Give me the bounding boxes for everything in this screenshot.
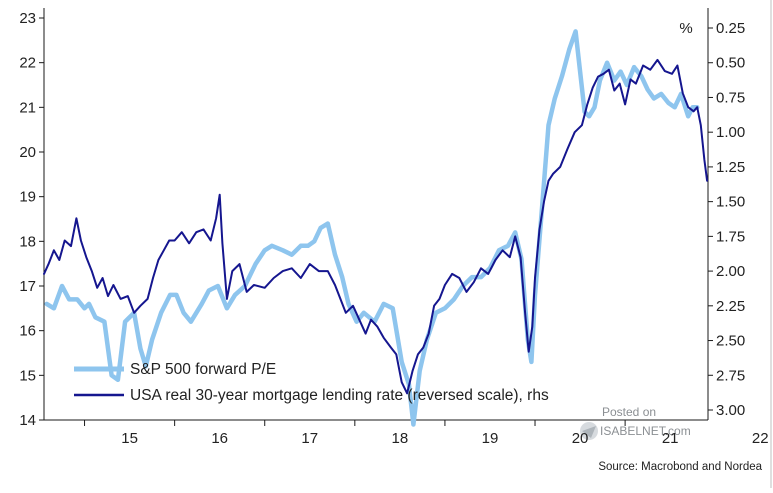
- y-left-tick-label: 23: [19, 10, 36, 27]
- series-line-pe: [44, 29, 700, 427]
- x-tick-label: 22: [752, 430, 769, 447]
- watermark-arrow-icon: [582, 426, 596, 438]
- series-line-mortgage-rate: [43, 58, 709, 395]
- x-tick-label: 15: [121, 430, 138, 447]
- y-left-tick-label: 14: [19, 412, 36, 429]
- y-right-tick-label: 2.50: [716, 333, 745, 350]
- x-tick-label: 16: [211, 430, 228, 447]
- y-right-tick-label: 2.00: [716, 263, 745, 280]
- y-right-tick-label: 1.00: [716, 124, 745, 141]
- y-right-tick-label: 0.75: [716, 89, 745, 106]
- watermark-text-posted: Posted on: [602, 405, 656, 419]
- y-right-tick-label: 0.25: [716, 20, 745, 37]
- x-tick-label: 19: [482, 430, 499, 447]
- y-left-tick-label: 15: [19, 367, 36, 384]
- x-tick-label: 20: [572, 430, 589, 447]
- y-right-tick-label: 3.00: [716, 402, 745, 419]
- y-right-tick-label: 2.75: [716, 367, 745, 384]
- y-right-tick-label: 1.50: [716, 194, 745, 211]
- y-left-tick-label: 21: [19, 99, 36, 116]
- x-tick-label: 21: [662, 430, 679, 447]
- y-left-tick-label: 19: [19, 189, 36, 206]
- source-note: Source: Macrobond and Nordea: [598, 461, 762, 473]
- y-left-tick-label: 16: [19, 323, 36, 340]
- legend-label-mortgage-rate: USA real 30-year mortgage lending rate (…: [130, 387, 549, 404]
- y-left-tick-label: 22: [19, 55, 36, 72]
- legend-label-pe: S&P 500 forward P/E: [130, 361, 276, 378]
- y-right-tick-label: 0.50: [716, 55, 745, 72]
- y-right-tick-label: 1.25: [716, 159, 745, 176]
- y-left-tick-label: 17: [19, 278, 36, 295]
- y-left-tick-label: 18: [19, 233, 36, 250]
- y-right-axis-unit: %: [679, 20, 692, 37]
- watermark-text-site: ISABELNET.com: [600, 424, 691, 438]
- y-right-tick-label: 2.25: [716, 298, 745, 315]
- x-tick-label: 18: [392, 430, 409, 447]
- y-left-tick-label: 20: [19, 144, 36, 161]
- x-tick-label: 17: [301, 430, 318, 447]
- y-right-tick-label: 1.75: [716, 228, 745, 245]
